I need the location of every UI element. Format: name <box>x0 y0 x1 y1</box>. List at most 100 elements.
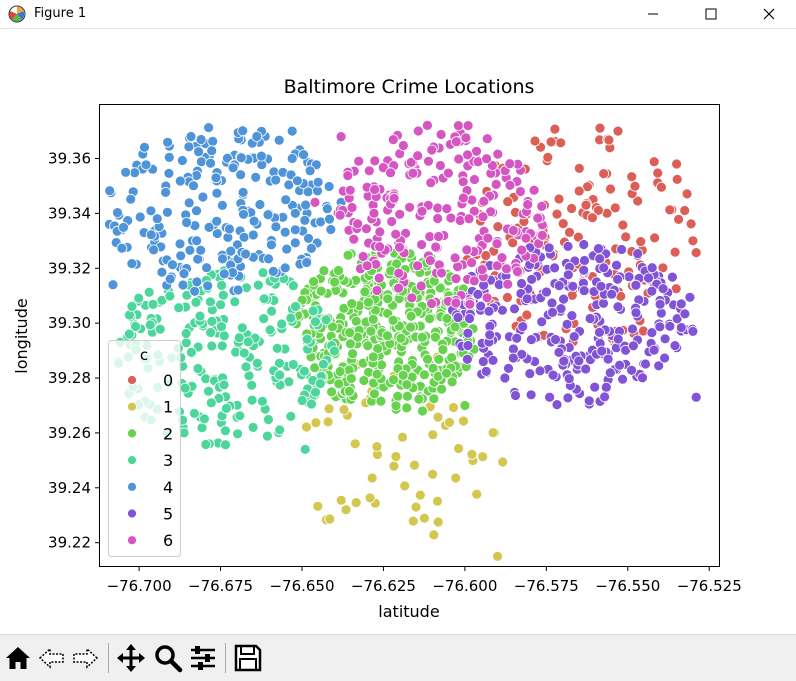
scatter-point <box>270 221 282 233</box>
scatter-point <box>442 167 454 179</box>
scatter-point <box>422 353 433 365</box>
back-button[interactable] <box>37 643 67 673</box>
minimize-button[interactable] <box>630 0 676 28</box>
scatter-point <box>477 211 489 223</box>
scatter-point <box>321 203 333 215</box>
scatter-point <box>183 141 195 153</box>
pan-button[interactable] <box>116 643 146 673</box>
scatter-point <box>254 199 266 210</box>
scatter-point <box>235 169 247 181</box>
scatter-point <box>416 205 428 217</box>
scatter-point <box>501 292 513 303</box>
scatter-point <box>457 192 469 204</box>
scatter-point <box>534 365 546 377</box>
scatter-point <box>596 345 608 357</box>
scatter-point <box>365 325 377 337</box>
scatter-point <box>452 120 464 131</box>
scatter-point <box>335 131 347 143</box>
scatter-point <box>394 241 405 253</box>
scatter-point <box>444 416 455 428</box>
scatter-point <box>315 285 327 297</box>
figure-canvas[interactable]: Baltimore Crime Locations −76.700 −76.675… <box>0 30 796 630</box>
save-button[interactable] <box>233 643 263 673</box>
scatter-point <box>274 369 286 381</box>
scatter-point <box>350 497 362 509</box>
configure-subplots-button[interactable] <box>188 643 218 673</box>
x-tick-label: −76.550 <box>595 577 660 595</box>
scatter-point <box>217 289 229 301</box>
scatter-point <box>296 395 308 406</box>
maximize-button[interactable] <box>688 0 734 28</box>
scatter-point <box>126 301 138 312</box>
scatter-point <box>251 131 263 142</box>
scatter-point <box>449 321 461 333</box>
scatter-point <box>256 395 268 407</box>
scatter-point <box>298 365 310 377</box>
scatter-point <box>326 386 338 398</box>
scatter-point <box>582 181 593 193</box>
scatter-point <box>605 183 616 195</box>
scatter-chart: Baltimore Crime Locations −76.700 −76.675… <box>12 76 742 621</box>
scatter-point <box>427 468 439 480</box>
scatter-point <box>161 206 173 218</box>
scatter-point <box>589 381 601 393</box>
scatter-point <box>267 265 279 277</box>
scatter-point <box>363 165 375 177</box>
scatter-point <box>299 214 311 226</box>
scatter-point <box>248 215 260 227</box>
scatter-point <box>432 411 444 423</box>
scatter-point <box>435 129 447 140</box>
scatter-point <box>541 286 552 298</box>
scatter-point <box>412 125 424 137</box>
scatter-point <box>382 307 394 319</box>
window-title: Figure 1 <box>34 6 87 21</box>
scatter-point <box>573 185 585 197</box>
scatter-point <box>616 244 627 255</box>
scatter-point <box>579 255 590 266</box>
legend-label: 3 <box>163 451 173 470</box>
scatter-point <box>281 243 293 255</box>
scatter-point <box>218 330 230 342</box>
scatter-point <box>646 262 658 274</box>
scatter-point <box>130 321 141 332</box>
scatter-point <box>357 251 369 262</box>
scatter-point <box>430 241 442 253</box>
scatter-point <box>310 417 322 429</box>
scatter-point <box>318 265 330 277</box>
scatter-point <box>395 332 407 344</box>
scatter-point <box>189 285 201 297</box>
scatter-point <box>279 226 291 238</box>
home-button[interactable] <box>3 643 33 673</box>
scatter-point <box>143 286 155 298</box>
legend-marker <box>127 375 137 385</box>
scatter-point <box>521 293 533 305</box>
scatter-point <box>163 151 175 163</box>
scatter-point <box>543 242 555 254</box>
scatter-point <box>568 331 580 343</box>
scatter-point <box>192 253 204 265</box>
scatter-point <box>333 378 345 390</box>
forward-button[interactable] <box>70 643 100 673</box>
scatter-point <box>635 236 647 248</box>
scatter-point <box>195 244 207 256</box>
scatter-point <box>179 382 191 394</box>
scatter-point <box>657 262 669 274</box>
scatter-point <box>407 167 419 179</box>
scatter-point <box>183 197 195 209</box>
scatter-point <box>598 262 610 274</box>
scatter-point <box>394 208 406 220</box>
scatter-point <box>529 135 541 147</box>
scatter-point <box>188 407 200 419</box>
scatter-point <box>459 400 471 411</box>
close-button[interactable] <box>746 0 792 28</box>
zoom-button[interactable] <box>153 643 183 673</box>
scatter-point <box>118 221 129 233</box>
scatter-point <box>414 489 426 501</box>
scatter-point <box>367 351 379 363</box>
scatter-point <box>468 275 480 287</box>
scatter-point <box>555 137 567 149</box>
x-tick-label: −76.675 <box>188 577 253 595</box>
scatter-point <box>180 328 192 339</box>
scatter-point <box>598 168 610 180</box>
scatter-point <box>323 181 335 192</box>
